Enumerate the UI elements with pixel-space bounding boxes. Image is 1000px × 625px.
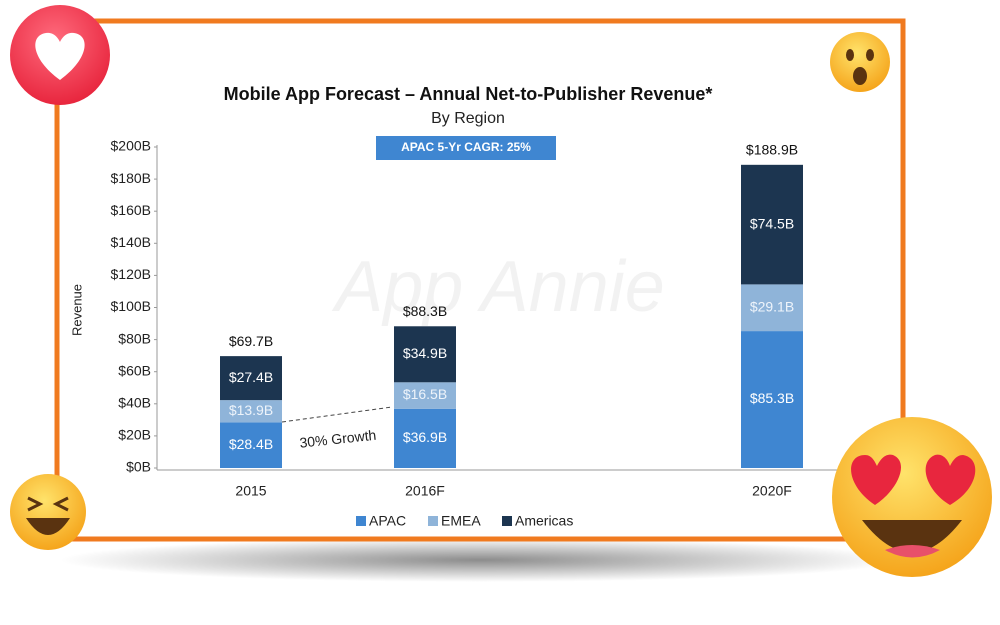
y-tick-label: $120B <box>111 266 151 282</box>
watermark: App Annie <box>331 247 665 327</box>
bar-segment <box>741 284 803 332</box>
wow-emoji <box>830 32 890 92</box>
data-label: $27.4B <box>229 369 273 385</box>
bar-segment <box>220 400 282 423</box>
y-tick-label: $160B <box>111 202 151 218</box>
bar-segment <box>220 356 282 401</box>
legend: APAC EMEA Americas <box>356 513 573 529</box>
y-tick-label: $80B <box>118 330 151 346</box>
legend-swatch <box>356 516 366 526</box>
frame-shadow <box>60 538 900 582</box>
laugh-emoji <box>10 474 86 550</box>
bar-segment <box>220 422 282 468</box>
chart-subtitle: By Region <box>431 110 505 127</box>
data-label: $29.1B <box>750 298 794 314</box>
chart: Mobile App Forecast – Annual Net-to-Publ… <box>69 84 870 499</box>
annotation: APAC 5-Yr CAGR: 25% <box>401 140 531 154</box>
bar-segment <box>741 331 803 468</box>
y-axis-label: Revenue <box>69 284 84 336</box>
y-tick-label: $100B <box>111 298 151 314</box>
heart-eyes-emoji <box>832 417 992 577</box>
y-tick-label: $20B <box>118 427 151 443</box>
bar-segment <box>394 382 456 409</box>
x-tick-label: 2015 <box>235 483 266 499</box>
data-label: $74.5B <box>750 215 794 231</box>
data-label: $85.3B <box>750 390 794 406</box>
annotation-box <box>376 136 556 160</box>
bar-segment <box>394 326 456 383</box>
y-tick-label: $180B <box>111 170 151 186</box>
y-tick-label: $60B <box>118 362 151 378</box>
bar-segment <box>741 164 803 285</box>
data-label: $34.9B <box>403 345 447 361</box>
y-tick-label: $200B <box>111 138 151 154</box>
y-tick-label: $0B <box>126 459 151 475</box>
y-tick-label: $40B <box>118 395 151 411</box>
legend-label: EMEA <box>441 513 481 529</box>
x-tick-label: 2016F <box>405 483 445 499</box>
growth-line <box>281 406 393 423</box>
x-tick-label: 2020F <box>752 483 792 499</box>
legend-label: Americas <box>515 513 573 529</box>
legend-swatch <box>502 516 512 526</box>
chart-title: Mobile App Forecast – Annual Net-to-Publ… <box>224 84 713 104</box>
legend-swatch <box>428 516 438 526</box>
total-label: $88.3B <box>403 303 447 319</box>
legend-label: APAC <box>369 513 406 529</box>
total-label: $69.7B <box>229 333 273 349</box>
data-label: $16.5B <box>403 386 447 402</box>
heart-icon <box>10 5 110 105</box>
total-label: $188.9B <box>746 142 798 158</box>
y-tick-label: $140B <box>111 234 151 250</box>
data-label: $13.9B <box>229 402 273 418</box>
bar-segment <box>394 408 456 468</box>
data-label: $36.9B <box>403 429 447 445</box>
data-label: $28.4B <box>229 436 273 452</box>
